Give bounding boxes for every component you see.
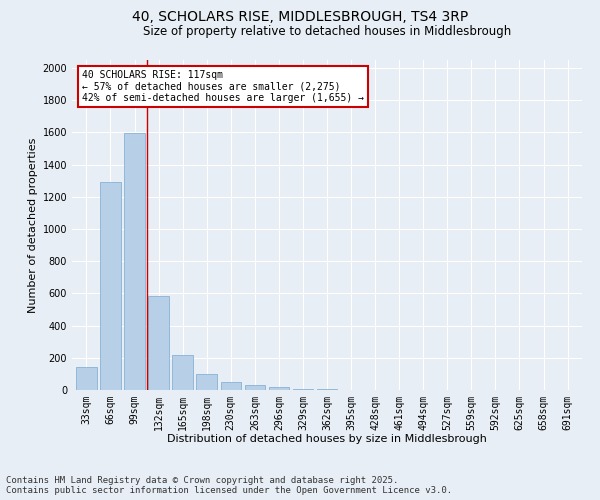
Text: 40, SCHOLARS RISE, MIDDLESBROUGH, TS4 3RP: 40, SCHOLARS RISE, MIDDLESBROUGH, TS4 3R… — [132, 10, 468, 24]
Title: Size of property relative to detached houses in Middlesbrough: Size of property relative to detached ho… — [143, 25, 511, 38]
Bar — [317, 389, 337, 390]
Bar — [148, 296, 169, 390]
X-axis label: Distribution of detached houses by size in Middlesbrough: Distribution of detached houses by size … — [167, 434, 487, 444]
Bar — [76, 366, 97, 390]
Bar — [196, 374, 217, 390]
Bar — [172, 356, 193, 390]
Bar — [221, 382, 241, 390]
Text: 40 SCHOLARS RISE: 117sqm
← 57% of detached houses are smaller (2,275)
42% of sem: 40 SCHOLARS RISE: 117sqm ← 57% of detach… — [82, 70, 364, 103]
Bar — [124, 133, 145, 390]
Bar — [245, 386, 265, 390]
Bar — [293, 388, 313, 390]
Y-axis label: Number of detached properties: Number of detached properties — [28, 138, 38, 312]
Text: Contains HM Land Registry data © Crown copyright and database right 2025.
Contai: Contains HM Land Registry data © Crown c… — [6, 476, 452, 495]
Bar — [100, 182, 121, 390]
Bar — [269, 387, 289, 390]
